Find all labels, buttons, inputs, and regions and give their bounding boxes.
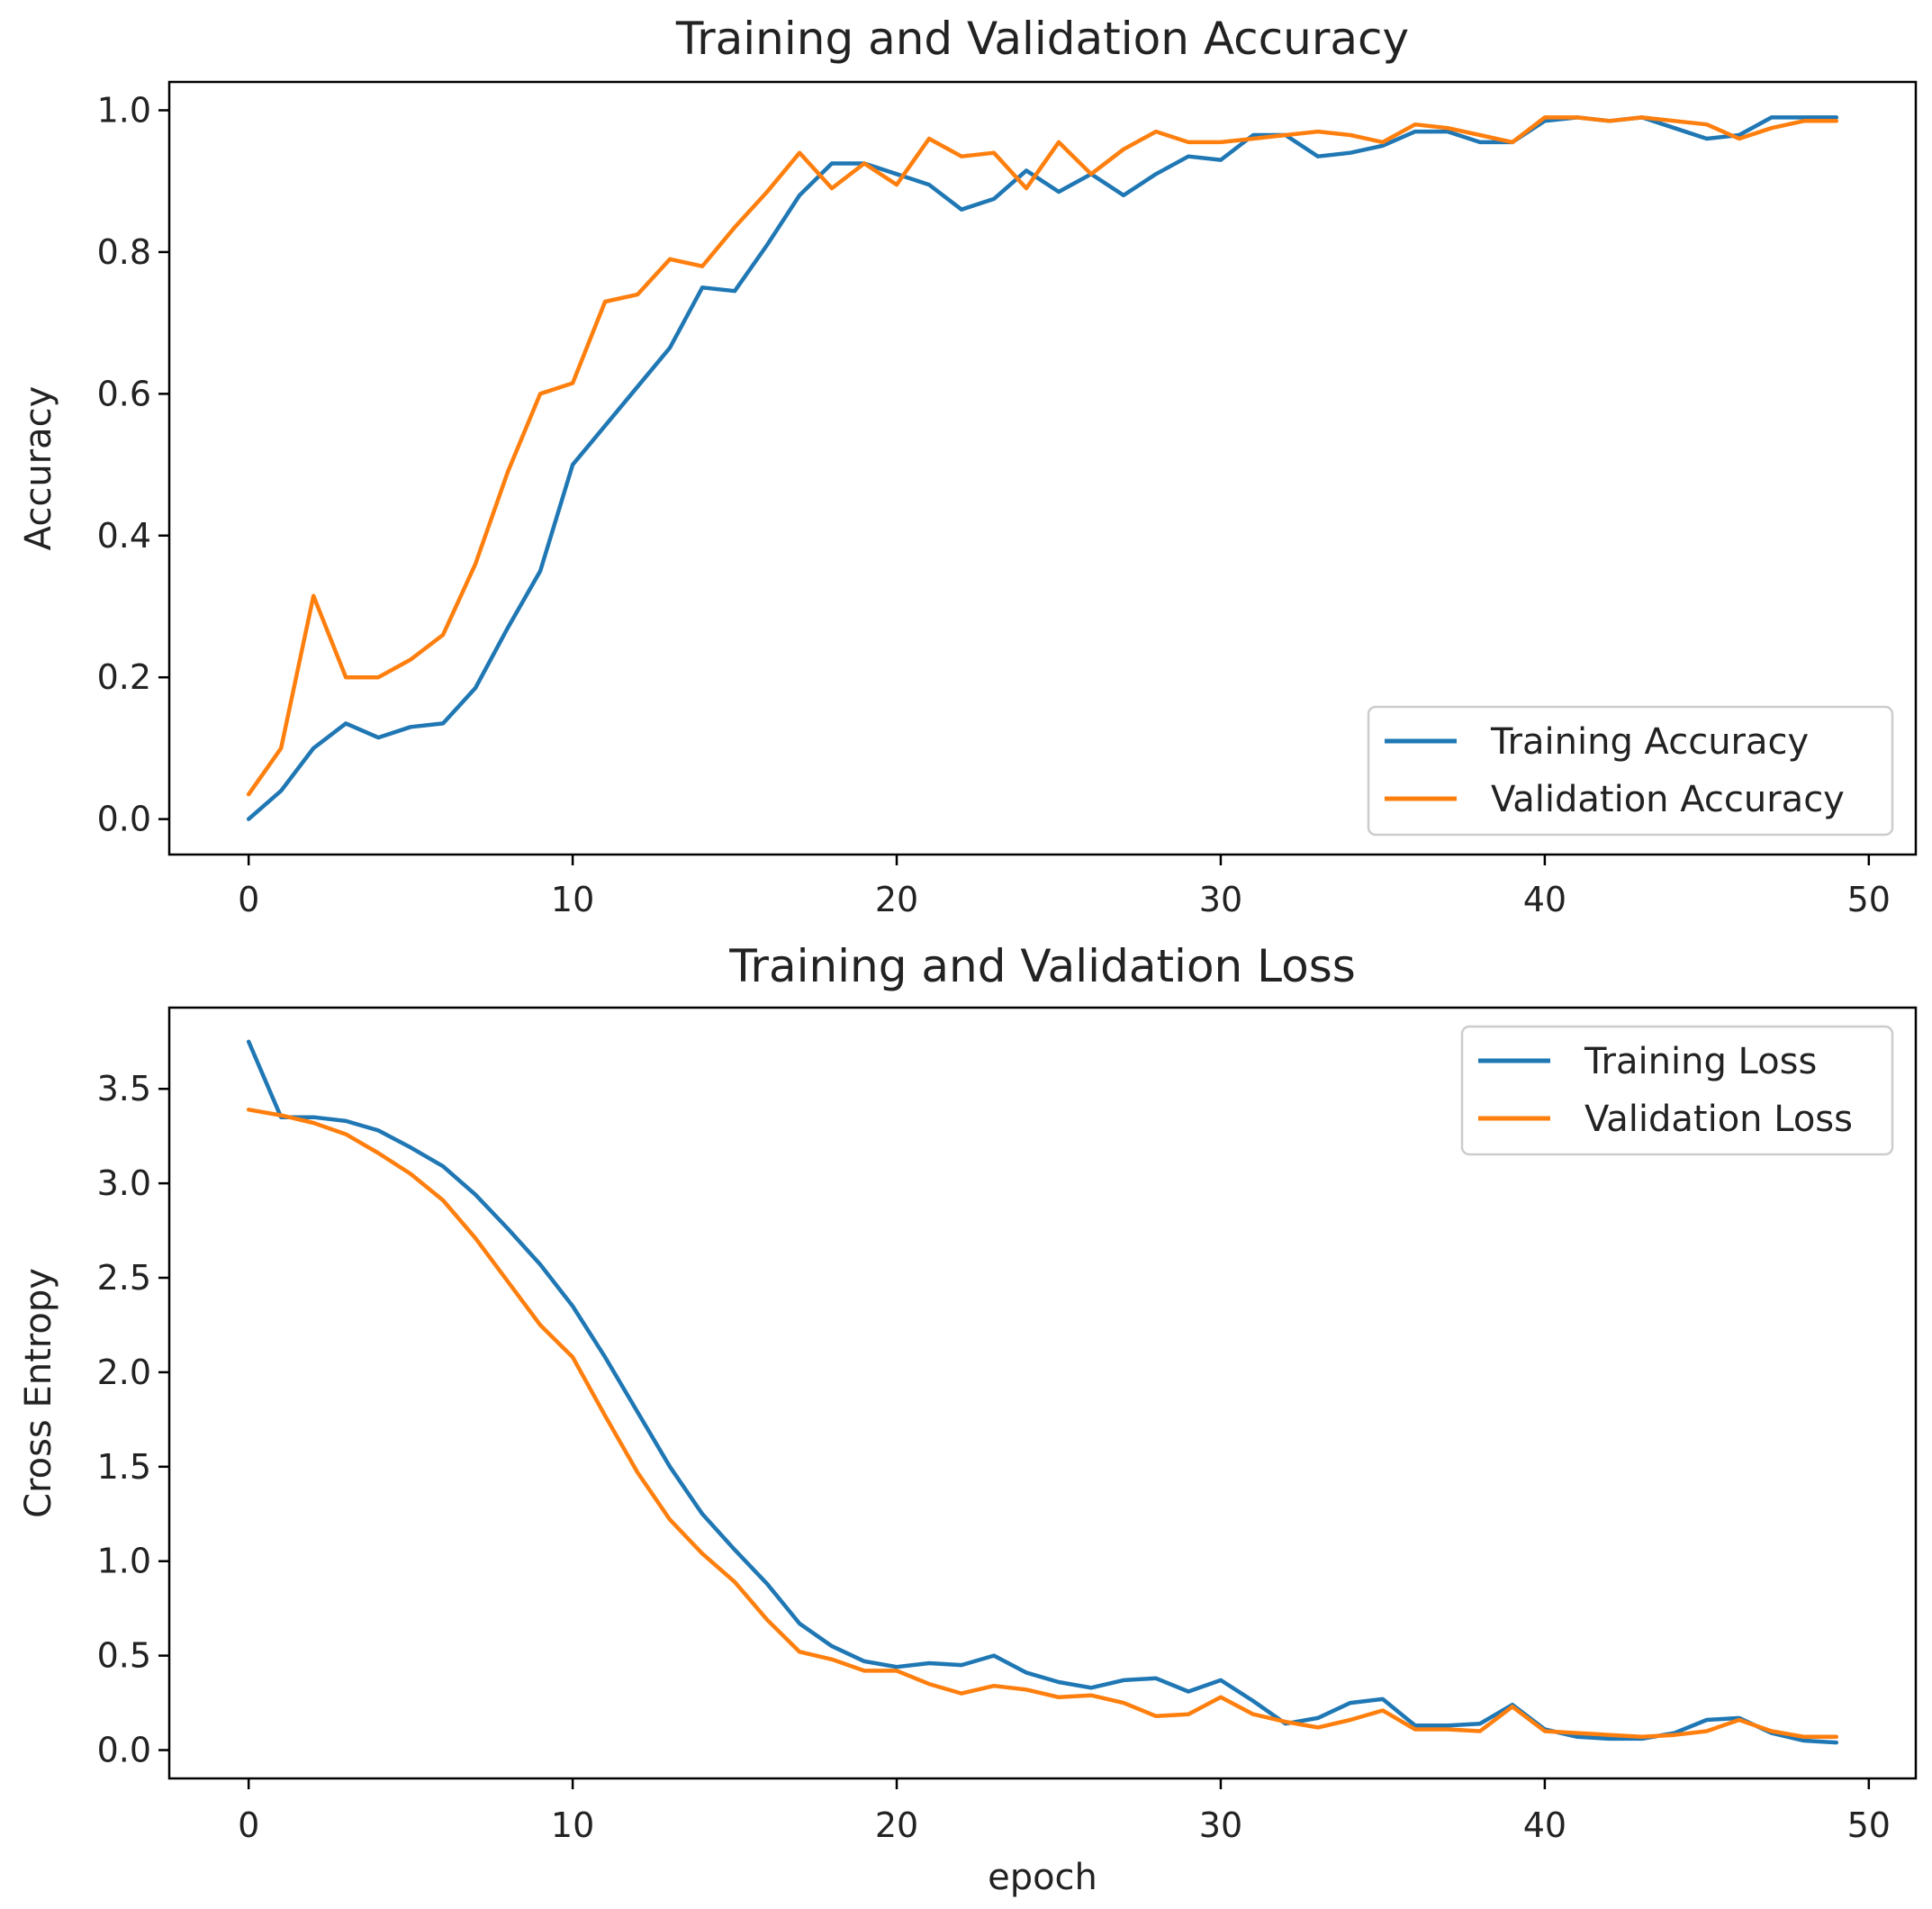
y-tick-label: 0.6: [97, 374, 151, 413]
x-tick-label: 50: [1847, 1805, 1891, 1845]
y-tick-label: 2.5: [97, 1258, 151, 1298]
y-tick-label: 1.0: [97, 1542, 151, 1581]
chart-title: Training and Validation Loss: [728, 940, 1356, 992]
y-tick-label: 1.5: [97, 1447, 151, 1487]
x-tick-label: 0: [238, 880, 259, 919]
series-line-validation-loss: [246, 1108, 1839, 1740]
legend: Training Accuracy Validation Accuracy: [1367, 705, 1894, 837]
y-tick-label: 1.0: [97, 90, 151, 130]
x-tick-label: 40: [1523, 1805, 1566, 1845]
y-tick-label: 0.0: [97, 1731, 151, 1770]
x-tick-label: 40: [1523, 880, 1566, 919]
chart-title: Training and Validation Accuracy: [675, 13, 1409, 65]
x-tick-label: 20: [875, 1805, 918, 1845]
x-tick-label: 10: [551, 1805, 594, 1845]
x-tick-label: 20: [875, 880, 918, 919]
legend-label: Validation Accuracy: [1491, 779, 1845, 820]
y-axis-label: Cross Entropy: [18, 1268, 59, 1518]
legend-label: Validation Loss: [1584, 1099, 1853, 1140]
y-tick-label: 0.0: [97, 800, 151, 839]
x-tick-label: 50: [1847, 880, 1891, 919]
plot-frame: [167, 80, 1918, 856]
x-tick-label: 30: [1199, 880, 1242, 919]
y-tick-label: 0.5: [97, 1636, 151, 1676]
legend: Training Loss Validation Loss: [1460, 1025, 1894, 1156]
y-axis-label: Accuracy: [18, 386, 59, 551]
y-tick-label: 3.0: [97, 1163, 151, 1203]
legend-label: Training Accuracy: [1490, 721, 1809, 763]
y-tick-label: 3.5: [97, 1069, 151, 1108]
y-tick-label: 0.4: [97, 516, 151, 556]
legend-box: [1460, 1025, 1894, 1156]
series-line-training-loss: [246, 1039, 1839, 1745]
y-tick-label: 0.2: [97, 657, 151, 697]
chart-accuracy: Training and Validation Accuracy 0 10 20 30 4…: [18, 13, 1918, 919]
chart-loss: Training and Validation Loss 0 10 20 30 40 50 0…: [18, 940, 1918, 1898]
legend-box: [1367, 705, 1894, 837]
x-tick-label: 30: [1199, 1805, 1242, 1845]
x-tick-label: 0: [238, 1805, 259, 1845]
plot-frame: [167, 1006, 1918, 1780]
x-tick-label: 10: [551, 880, 594, 919]
series-line-validation-accuracy: [246, 115, 1839, 797]
y-tick-label: 0.8: [97, 232, 151, 272]
x-axis-label: epoch: [988, 1857, 1097, 1898]
legend-label: Training Loss: [1584, 1041, 1817, 1082]
y-tick-label: 2.0: [97, 1353, 151, 1392]
